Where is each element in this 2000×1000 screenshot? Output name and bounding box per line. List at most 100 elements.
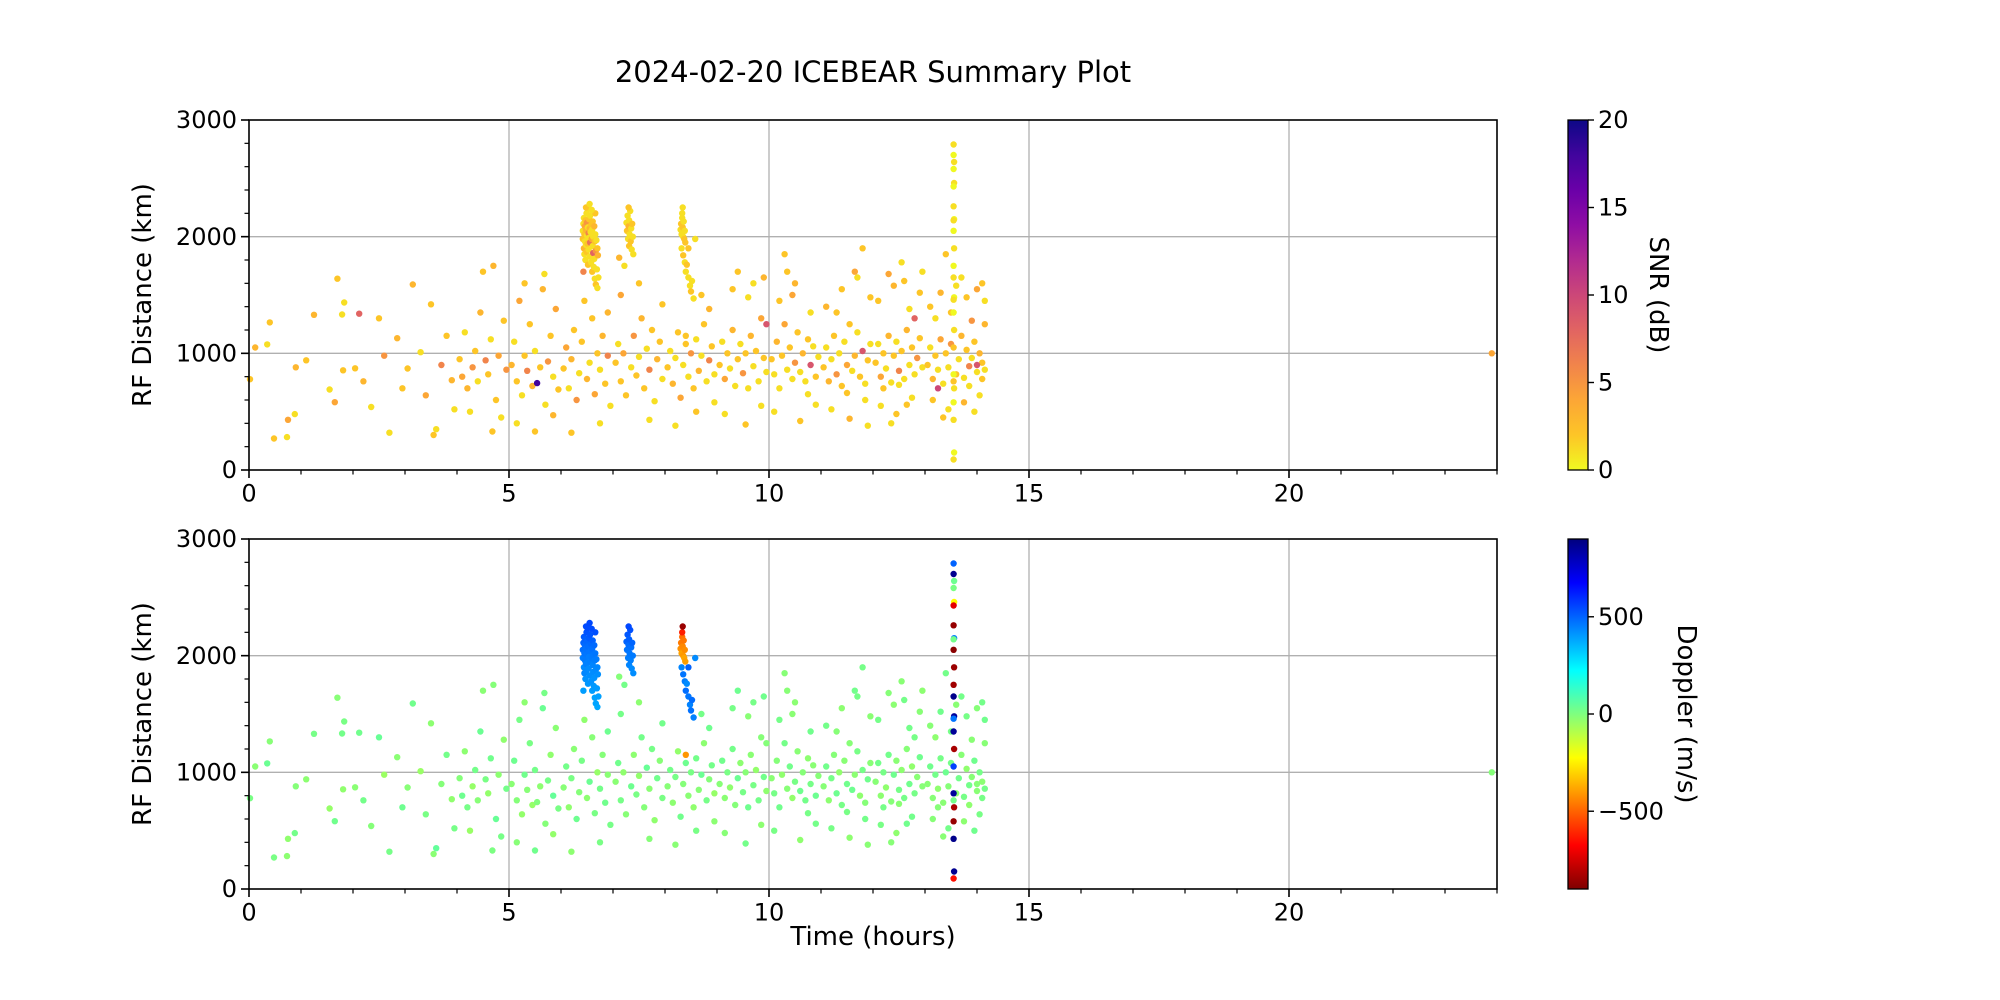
scatter-point-doppler xyxy=(266,738,273,745)
scatter-point-doppler xyxy=(823,722,830,729)
scatter-point-doppler xyxy=(875,759,882,767)
scatter-point-doppler xyxy=(843,808,851,816)
scatter-point-snr xyxy=(843,361,851,369)
scatter-point-snr xyxy=(729,286,736,293)
scatter-point-snr xyxy=(633,372,640,379)
scatter-point-snr xyxy=(264,341,271,348)
scatter-point-snr xyxy=(500,317,507,324)
scatter-point-doppler xyxy=(888,839,895,846)
scatter-point-snr xyxy=(711,371,718,378)
y-tick-label-doppler: 2000 xyxy=(176,642,237,670)
scatter-point-snr xyxy=(919,364,926,371)
scatter-point-doppler xyxy=(862,799,869,806)
scatter-point-snr xyxy=(864,422,871,429)
scatter-point-snr xyxy=(560,365,567,372)
scatter-point-doppler xyxy=(544,777,552,784)
scatter-point-snr xyxy=(563,344,570,351)
scatter-point-snr xyxy=(356,310,363,317)
scatter-point-snr xyxy=(547,332,554,339)
scatter-point-doppler xyxy=(781,670,788,677)
scatter-point-snr xyxy=(498,414,505,421)
scatter-point-doppler xyxy=(500,736,507,743)
scatter-point-doppler xyxy=(942,670,949,677)
scatter-point-doppler xyxy=(552,724,559,732)
scatter-point-snr xyxy=(693,336,700,343)
scatter-point-snr xyxy=(721,410,728,418)
scatter-point-snr xyxy=(867,340,874,348)
scatter-point-doppler xyxy=(620,769,627,776)
scatter-point-snr xyxy=(916,335,923,342)
scatter-point-doppler xyxy=(911,790,918,797)
scatter-point-snr xyxy=(529,382,536,390)
scatter-point-snr xyxy=(604,309,611,316)
scatter-point-snr xyxy=(518,392,526,399)
scatter-point-snr xyxy=(968,317,975,324)
scatter-point-doppler xyxy=(916,754,923,761)
scatter-point-snr xyxy=(784,268,791,275)
scatter-point-snr xyxy=(485,371,492,378)
scatter-point-snr xyxy=(698,291,705,299)
scatter-point-doppler xyxy=(490,681,497,688)
y-tick-label-snr: 1000 xyxy=(176,339,237,367)
scatter-point-doppler xyxy=(973,705,981,712)
scatter-point-snr xyxy=(648,326,656,334)
scatter-point-snr xyxy=(550,412,557,419)
scatter-point-snr xyxy=(877,373,884,380)
scatter-point-snr xyxy=(823,303,830,310)
scatter-point-doppler xyxy=(784,687,791,694)
scatter-point-snr xyxy=(489,428,496,435)
scatter-point-snr xyxy=(291,410,298,418)
scatter-point-snr xyxy=(979,280,986,287)
scatter-point-doppler xyxy=(438,780,445,788)
scatter-point-doppler xyxy=(586,619,593,627)
scatter-point-snr xyxy=(595,274,602,281)
plot-title: 2024-02-20 ICEBEAR Summary Plot xyxy=(614,55,1132,89)
x-tick-label-doppler: 20 xyxy=(1274,899,1305,927)
scatter-point-snr xyxy=(537,364,544,371)
scatter-point-doppler xyxy=(734,775,741,782)
scatter-point-snr xyxy=(690,385,697,392)
scatter-point-snr xyxy=(690,295,697,302)
scatter-point-snr xyxy=(781,251,788,258)
scatter-point-snr xyxy=(950,456,957,463)
scatter-point-doppler xyxy=(851,771,858,778)
scatter-point-doppler xyxy=(906,780,913,788)
scatter-point-doppler xyxy=(927,763,934,770)
scatter-point-doppler xyxy=(932,771,939,778)
scatter-point-doppler xyxy=(875,716,882,723)
scatter-point-snr xyxy=(521,352,528,359)
scatter-point-doppler xyxy=(521,699,528,706)
scatter-point-doppler xyxy=(908,813,916,820)
scatter-point-snr xyxy=(685,373,692,380)
scatter-point-snr xyxy=(659,375,666,383)
scatter-point-doppler xyxy=(828,825,835,832)
scatter-point-doppler xyxy=(381,771,388,778)
scatter-point-doppler xyxy=(582,675,589,683)
scatter-point-doppler xyxy=(981,785,988,792)
scatter-point-snr xyxy=(338,311,346,318)
scatter-point-snr xyxy=(732,382,739,390)
scatter-point-snr xyxy=(594,284,601,292)
scatter-point-snr xyxy=(503,366,510,373)
scatter-point-doppler xyxy=(629,639,636,646)
scatter-point-doppler xyxy=(648,745,656,753)
scatter-point-snr xyxy=(812,373,819,380)
scatter-point-doppler xyxy=(511,757,518,764)
scatter-point-snr xyxy=(680,361,687,369)
scatter-point-doppler xyxy=(621,681,628,688)
scatter-point-snr xyxy=(877,402,884,409)
scatter-point-snr xyxy=(672,422,679,429)
scatter-point-snr xyxy=(893,410,900,418)
scatter-point-doppler xyxy=(745,713,752,720)
scatter-point-snr xyxy=(706,357,713,364)
scatter-point-doppler xyxy=(838,801,845,809)
scatter-point-snr xyxy=(828,406,835,413)
scatter-point-snr xyxy=(963,346,970,353)
scatter-point-snr xyxy=(680,252,687,259)
scatter-point-doppler xyxy=(973,787,981,795)
scatter-point-doppler xyxy=(966,801,973,809)
scatter-point-doppler xyxy=(461,748,468,755)
scatter-point-doppler xyxy=(596,785,604,792)
scatter-point-snr xyxy=(807,309,814,316)
x-tick-label-doppler: 0 xyxy=(241,899,256,927)
